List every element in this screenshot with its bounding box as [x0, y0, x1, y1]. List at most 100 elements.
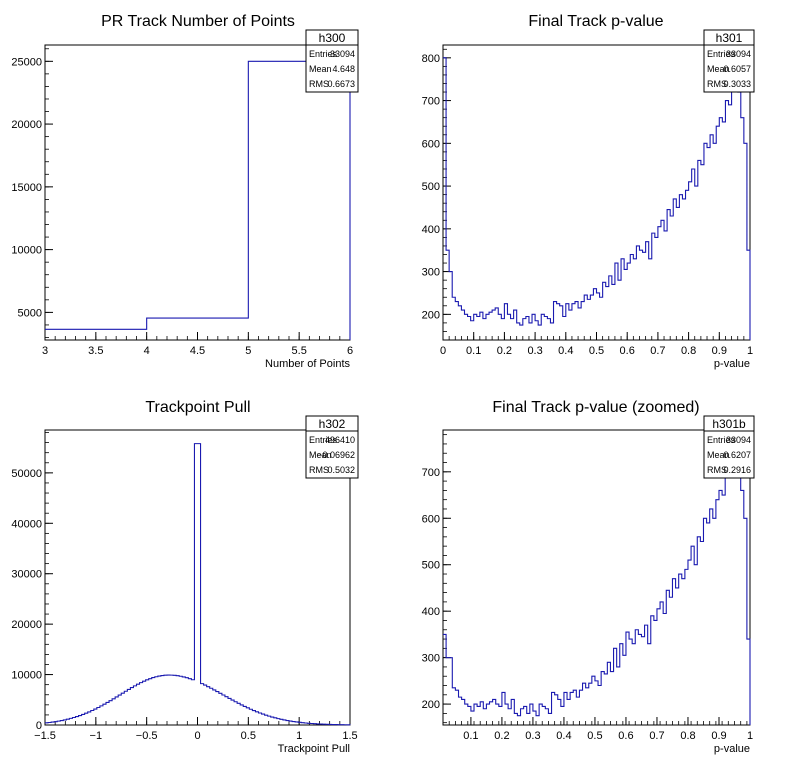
y-tick-label: 500	[422, 181, 440, 193]
x-tick-label: 0.5	[241, 730, 256, 742]
panel-3: Trackpoint Pull −1.5 −1 −0.5 0 0.5 1 1.5 0 10000 2…	[11, 399, 359, 755]
plot-frame	[44, 44, 351, 341]
chart-title: Trackpoint Pull	[145, 399, 250, 416]
x-tick-label: 3.5	[88, 345, 103, 357]
stats-box-frame	[305, 29, 359, 93]
stats-entries-value: 33094	[726, 435, 751, 445]
stats-rms-label: RMS	[707, 79, 727, 89]
histogram-line	[45, 60, 351, 340]
stats-mean-label: Mean	[309, 450, 332, 460]
y-tick-label: 600	[422, 513, 440, 525]
x-tick-label: 0	[194, 730, 200, 742]
x-tick-label: 0.8	[680, 730, 695, 742]
stats-rms-value: 0.2916	[723, 465, 751, 475]
y-tick-label: 500	[422, 560, 440, 572]
x-tick-label: 0.3	[527, 345, 542, 357]
stats-mean-label: Mean	[707, 64, 730, 74]
x-axis-label: Trackpoint Pull	[278, 743, 350, 755]
x-tick-label: 0.9	[711, 730, 726, 742]
x-tick-label: 0.1	[466, 345, 481, 357]
stats-entries-label: Entries	[707, 49, 736, 59]
x-tick-label: −1.5	[34, 730, 56, 742]
x-axis-label: p-value	[714, 743, 750, 755]
stats-mean-value: 0.6057	[723, 64, 751, 74]
x-tick-label: 5.5	[292, 345, 307, 357]
panel-1: PR Track Number of Points 3 3.5 4 4.5 5 5.5 6 50…	[11, 13, 359, 370]
stats-entries-value: 496410	[325, 435, 355, 445]
y-tick-label: 400	[422, 224, 440, 236]
stats-rms-value: 0.5032	[327, 465, 355, 475]
stats-rms-value: 0.3033	[723, 79, 751, 89]
y-tick-label: 40000	[11, 518, 42, 530]
stats-rms-label: RMS	[707, 465, 727, 475]
y-tick-label: 20000	[11, 619, 42, 631]
stats-entries-label: Entries	[707, 435, 736, 445]
x-tick-label: 0.6	[620, 345, 635, 357]
y-tick-label: 0	[36, 720, 42, 732]
histogram-line	[443, 452, 751, 725]
x-axis-label: Number of Points	[265, 358, 350, 370]
chart-title: Final Track p-value (zoomed)	[492, 399, 699, 416]
y-tick-label: 400	[422, 606, 440, 618]
x-tick-label: 0.2	[497, 345, 512, 357]
x-tick-label: 0.6	[618, 730, 633, 742]
y-tick-label: 600	[422, 138, 440, 150]
x-tick-label: 0.7	[649, 730, 664, 742]
plot-frame	[44, 429, 351, 726]
plot-frame	[442, 429, 751, 726]
histogram-line	[443, 57, 751, 340]
y-tick-label: 300	[422, 653, 440, 665]
chart-title: Final Track p-value	[528, 13, 663, 30]
stats-box-name: h302	[319, 417, 346, 431]
x-tick-label: −0.5	[136, 730, 158, 742]
y-tick-label: 30000	[11, 569, 42, 581]
stats-box-name: h301b	[712, 417, 746, 431]
x-tick-label: 3	[42, 345, 48, 357]
stats-mean-label: Mean	[707, 450, 730, 460]
x-tick-label: 5	[245, 345, 251, 357]
y-tick-label: 5000	[18, 307, 42, 319]
x-tick-label: 0.8	[681, 345, 696, 357]
stats-entries-value: 33094	[726, 49, 751, 59]
y-tick-label: 50000	[11, 468, 42, 480]
panel-4: Final Track p-value (zoomed) 0.1 0.2 0.3 0.4…	[422, 399, 755, 755]
x-tick-label: 1	[747, 345, 753, 357]
stats-rms-label: RMS	[309, 79, 329, 89]
x-tick-label: 0.4	[558, 345, 573, 357]
stats-entries-label: Entries	[309, 435, 338, 445]
stats-entries-value: 33094	[330, 49, 355, 59]
x-tick-label: 0.5	[587, 730, 602, 742]
y-tick-label: 15000	[11, 182, 42, 194]
panel-2: Final Track p-value 0 0.1 0.2 0.3 0.4 0.5 0.6 0.…	[422, 13, 755, 370]
x-tick-label: 0.1	[463, 730, 478, 742]
chart-title: PR Track Number of Points	[101, 13, 295, 30]
y-tick-label: 10000	[11, 245, 42, 257]
y-tick-label: 10000	[11, 670, 42, 682]
x-tick-label: 0.3	[525, 730, 540, 742]
y-tick-label: 200	[422, 309, 440, 321]
y-tick-label: 800	[422, 53, 440, 65]
stats-rms-value: 0.6673	[327, 79, 355, 89]
stats-entries-label: Entries	[309, 49, 338, 59]
x-tick-label: 1.5	[342, 730, 357, 742]
x-tick-label: 0.5	[589, 345, 604, 357]
x-tick-label: 1	[296, 730, 302, 742]
x-tick-label: 6	[347, 345, 353, 357]
y-tick-label: 20000	[11, 119, 42, 131]
stats-mean-value: −0.06962	[317, 450, 355, 460]
y-tick-label: 700	[422, 467, 440, 479]
x-tick-label: 0.7	[650, 345, 665, 357]
stats-box-frame	[703, 29, 755, 93]
stats-mean-label: Mean	[309, 64, 332, 74]
x-tick-label: 0.9	[712, 345, 727, 357]
x-tick-label: 4.5	[190, 345, 205, 357]
x-tick-label: 0.4	[556, 730, 571, 742]
stats-box-name: h301	[716, 31, 743, 45]
x-tick-label: 4	[144, 345, 150, 357]
stats-mean-value: 4.648	[332, 64, 355, 74]
